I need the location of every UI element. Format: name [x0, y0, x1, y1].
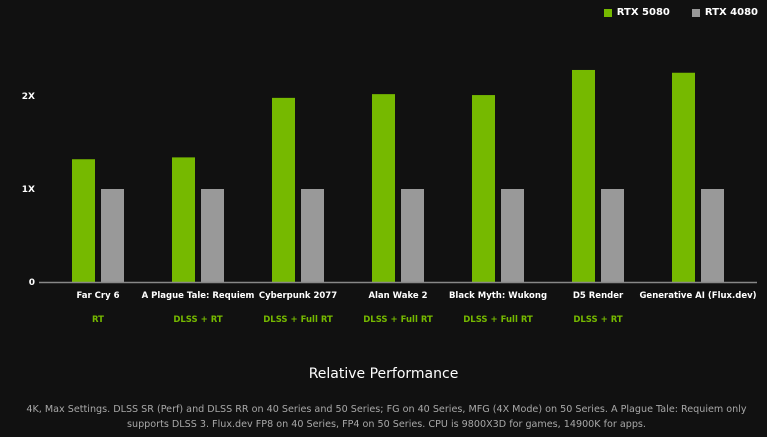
x-sublabel: DLSS + Full RT: [363, 315, 433, 325]
bar-rtx-4080: [101, 189, 124, 282]
bar-rtx-4080: [301, 189, 324, 282]
x-tick-label: Generative AI (Flux.dev): [639, 291, 756, 301]
legend: RTX 5080 RTX 4080: [603, 7, 758, 18]
legend-swatch-gray: [691, 8, 700, 17]
bar-rtx-5080: [372, 94, 395, 282]
bar-rtx-5080: [672, 72, 695, 282]
footnote: 4K, Max Settings. DLSS SR (Perf) and DLS…: [26, 404, 747, 430]
legend-swatch-green: [603, 8, 612, 17]
x-tick-label: Black Myth: Wukong: [449, 291, 547, 301]
legend-label: RTX 5080: [616, 7, 670, 18]
y-tick-label: 2X: [22, 92, 35, 102]
x-sublabel: DLSS + RT: [173, 315, 223, 325]
bar-rtx-5080: [472, 95, 495, 282]
bar-rtx-4080: [701, 189, 724, 282]
x-tick-label: Alan Wake 2: [368, 291, 427, 301]
legend-item-rtx-5080: RTX 5080: [603, 7, 670, 18]
bar-rtx-4080: [601, 189, 624, 282]
x-sublabel: DLSS + Full RT: [463, 315, 533, 325]
y-tick-label: 0: [29, 278, 35, 288]
x-sublabel: DLSS + RT: [573, 315, 623, 325]
bar-rtx-4080: [401, 189, 424, 282]
x-tick-label: Far Cry 6: [76, 291, 119, 301]
bar-rtx-5080: [172, 157, 195, 282]
bar-rtx-4080: [501, 189, 524, 282]
bar-rtx-5080: [572, 69, 595, 283]
legend-label: RTX 4080: [704, 7, 758, 18]
bar-rtx-4080: [201, 189, 224, 282]
y-tick-label: 1X: [22, 185, 35, 195]
bar-rtx-5080: [272, 97, 295, 282]
legend-item-rtx-4080: RTX 4080: [691, 7, 758, 18]
x-sublabel: DLSS + Full RT: [263, 315, 333, 325]
chart-title: Relative Performance: [308, 366, 459, 382]
x-tick-label: D5 Render: [573, 291, 624, 301]
bar-rtx-5080: [72, 159, 95, 282]
x-tick-label: A Plague Tale: Requiem: [142, 291, 255, 301]
x-tick-label: Cyberpunk 2077: [259, 291, 337, 301]
x-sublabel: RT: [92, 315, 104, 325]
